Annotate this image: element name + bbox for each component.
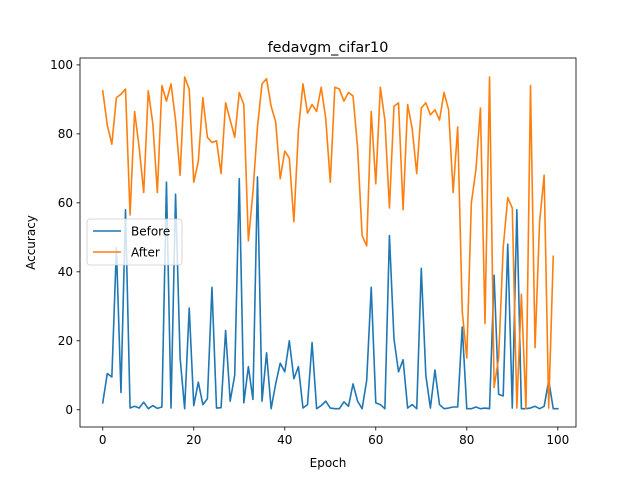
y-tick-label: 0	[65, 403, 73, 417]
legend-label-before: Before	[131, 225, 170, 239]
legend-label-after: After	[131, 246, 160, 260]
x-tick-label: 40	[277, 433, 292, 447]
y-tick-label: 80	[58, 127, 73, 141]
y-tick-label: 40	[58, 265, 73, 279]
x-axis-label: Epoch	[310, 456, 347, 470]
chart-title: fedavgm_cifar10	[268, 40, 389, 56]
x-tick-label: 20	[186, 433, 201, 447]
x-tick-label: 0	[99, 433, 107, 447]
y-axis-label: Accuracy	[24, 215, 38, 270]
x-tick-label: 80	[459, 433, 474, 447]
series-layer	[101, 76, 559, 410]
y-tick-label: 60	[58, 196, 73, 210]
legend: Before After	[86, 218, 183, 266]
x-tick-label: 100	[546, 433, 569, 447]
y-tick-label: 20	[58, 334, 73, 348]
y-tick-label: 100	[50, 58, 73, 72]
x-tick-label: 60	[368, 433, 383, 447]
axes-frame	[79, 57, 577, 428]
series-line-before	[101, 176, 559, 410]
y-axis: 0 20 40 60 80 100	[50, 58, 80, 417]
series-line-after	[101, 76, 555, 410]
x-axis: 0 20 40 60 80 100	[99, 427, 569, 447]
